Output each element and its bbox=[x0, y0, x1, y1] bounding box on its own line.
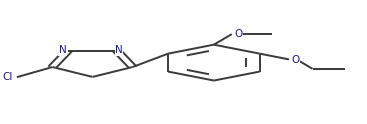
Text: N: N bbox=[59, 45, 66, 55]
Text: O: O bbox=[291, 55, 299, 65]
Text: Cl: Cl bbox=[2, 72, 12, 82]
Text: N: N bbox=[115, 45, 123, 55]
Text: O: O bbox=[235, 29, 243, 39]
